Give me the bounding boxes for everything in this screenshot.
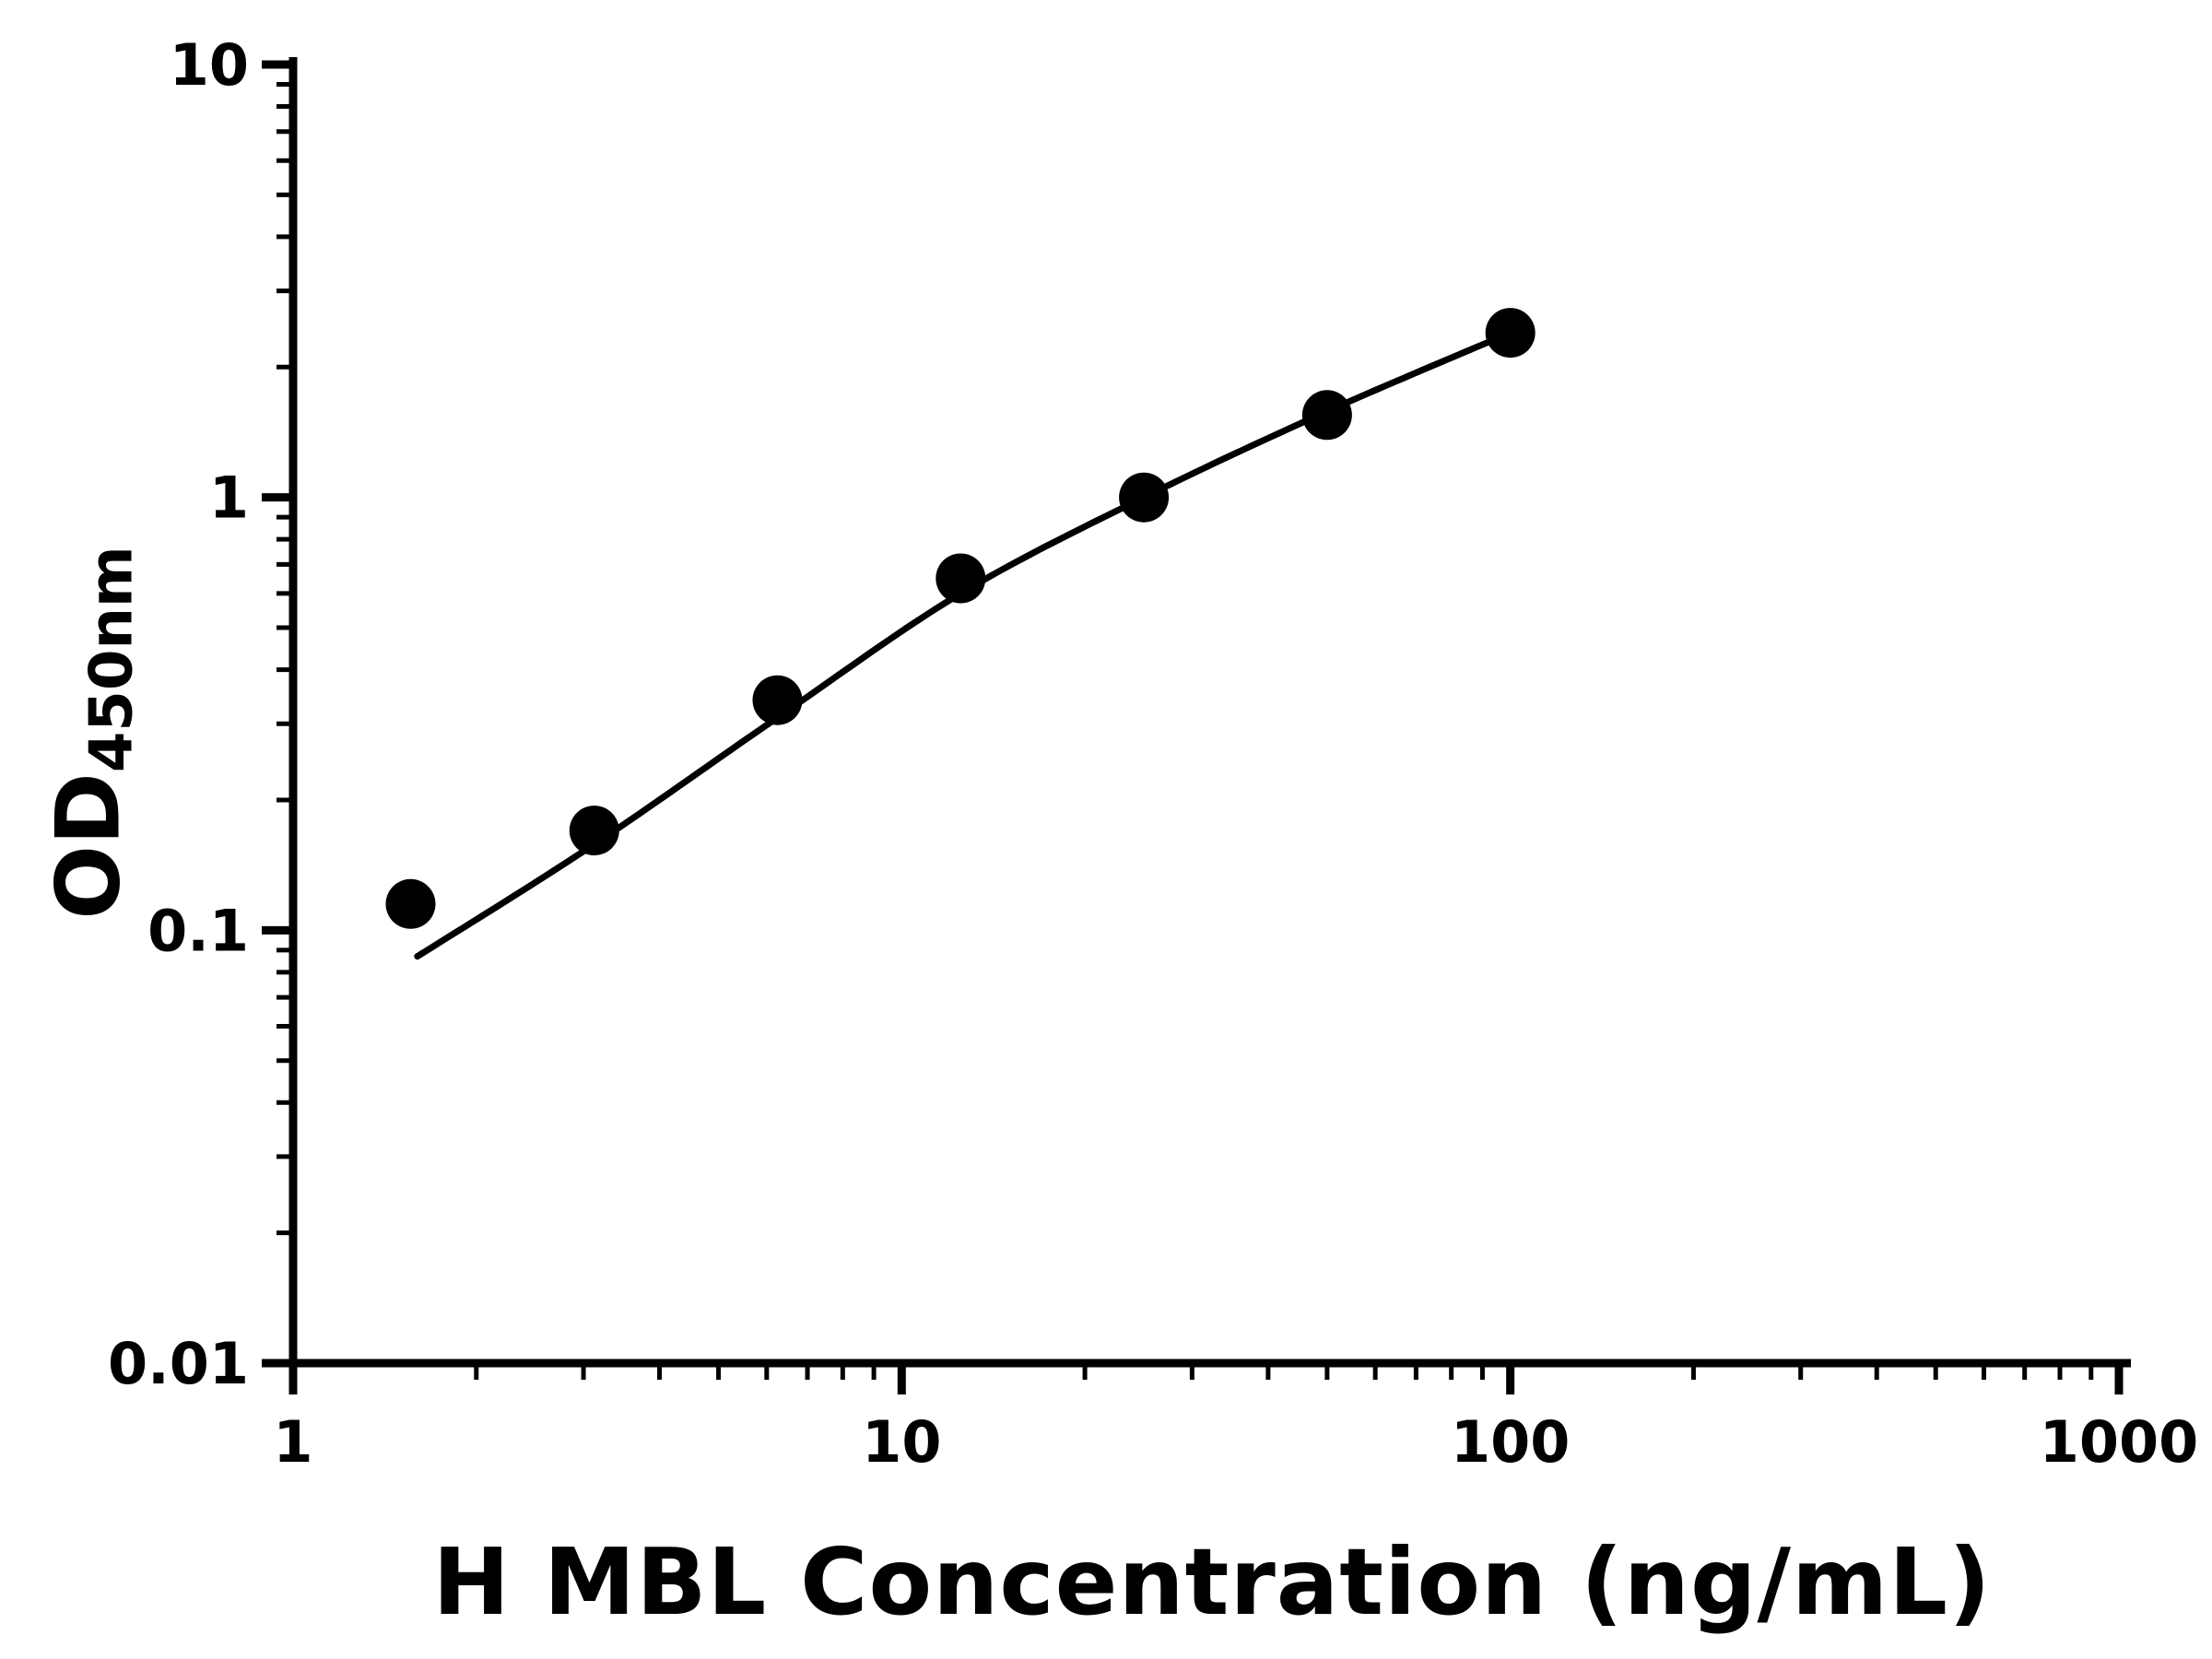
data-point <box>385 878 436 929</box>
y-tick-label: 1 <box>209 465 249 532</box>
y-tick-label: 10 <box>170 31 249 99</box>
y-tick-label: 0.1 <box>147 897 249 964</box>
x-tick-label: 100 <box>1451 1408 1570 1476</box>
x-tick-label: 1 <box>273 1408 312 1476</box>
y-tick-label: 0.01 <box>108 1330 249 1397</box>
y-axis-title-subscript: 450nm <box>77 546 147 773</box>
x-tick-label: 1000 <box>2040 1408 2199 1476</box>
data-point <box>1485 308 1535 359</box>
x-axis-title: H MBL Concentration (ng/mL) <box>432 1528 1992 1636</box>
data-point <box>935 553 986 604</box>
data-point <box>752 675 803 725</box>
data-point <box>1119 472 1170 523</box>
data-point <box>569 806 619 856</box>
data-point <box>1301 390 1352 441</box>
x-tick-label: 10 <box>862 1408 941 1476</box>
y-axis-title: OD450nm <box>39 546 147 919</box>
y-axis-title-base: OD <box>38 772 140 920</box>
